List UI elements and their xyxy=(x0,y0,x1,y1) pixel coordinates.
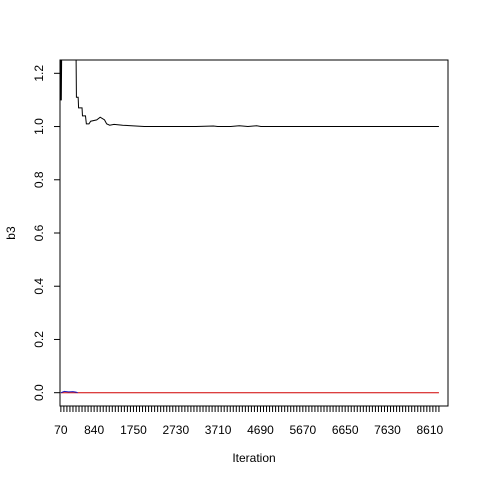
x-tick-label: 8610 xyxy=(417,423,444,437)
series-line-3 xyxy=(60,390,78,394)
y-axis-label: b3 xyxy=(4,226,18,240)
x-tick-label: 1750 xyxy=(120,423,147,437)
x-tick-label: 5670 xyxy=(289,423,316,437)
y-tick-label: 1.0 xyxy=(32,118,46,135)
y-axis: 0.0 0.2 0.4 0.6 0.8 1.0 1.2 xyxy=(32,65,60,401)
plot-frame xyxy=(59,59,449,407)
x-axis: 70 840 1750 2730 3710 4690 5670 6650 7630 8610 xyxy=(54,406,444,437)
series-line-1 xyxy=(60,60,439,128)
y-tick-label: 0.6 xyxy=(32,224,46,241)
x-tick-label: 70 xyxy=(54,423,68,437)
x-axis-label: Iteration xyxy=(232,451,275,465)
y-tick-label: 0.4 xyxy=(32,278,46,295)
y-tick-label: 0.0 xyxy=(32,384,46,401)
y-tick-label: 0.8 xyxy=(32,171,46,188)
x-tick-label: 6650 xyxy=(332,423,359,437)
series-layer xyxy=(60,60,439,394)
y-tick-label: 1.2 xyxy=(32,65,46,82)
x-tick-label: 840 xyxy=(84,423,104,437)
x-tick-label: 2730 xyxy=(162,423,189,437)
y-tick-label: 0.2 xyxy=(32,331,46,348)
x-tick-label: 7630 xyxy=(374,423,401,437)
x-tick-label: 4690 xyxy=(247,423,274,437)
x-tick-label: 3710 xyxy=(205,423,232,437)
